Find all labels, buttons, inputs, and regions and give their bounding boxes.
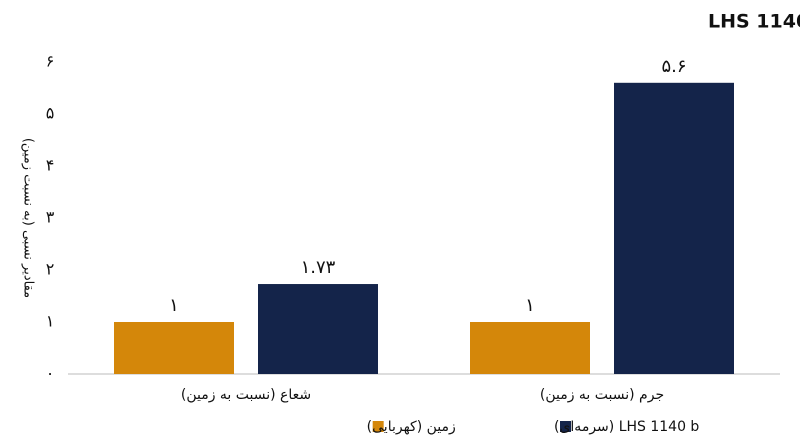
y-tick-label: ۴ [46,156,55,175]
y-tick-label: ۰ [46,364,55,383]
data-label: ۵.۶ [661,56,686,77]
bar [114,322,234,374]
bar [614,82,734,375]
chart-title: مقایسه ویژگی‌های فیزیکی: زمین و سیاره فر… [708,10,800,33]
legend-label: LHS 1140 b (سرمه‌ای) [554,419,699,435]
legend-swatch [372,421,384,432]
y-axis-title: مقادیر نسبی (به نسبت زمین) [21,138,36,298]
y-tick-label: ۶ [46,52,55,71]
y-tick-label: ۵ [46,104,55,123]
y-tick-label: ۳ [46,208,55,227]
legend-swatch [560,421,571,432]
bar [258,284,378,374]
data-label: ۱.۷۳ [301,257,336,278]
y-tick-label: ۱ [46,312,55,331]
x-tick-label: شعاع (نسبت به زمین) [181,387,311,403]
bar [470,322,590,374]
y-tick-label: ۲ [46,260,55,279]
data-label: ۱ [525,295,535,316]
legend-label: زمین (کهربایی) [367,419,456,435]
x-tick-label: جرم (نسبت به زمین) [540,387,664,403]
data-label: ۱ [169,295,179,316]
